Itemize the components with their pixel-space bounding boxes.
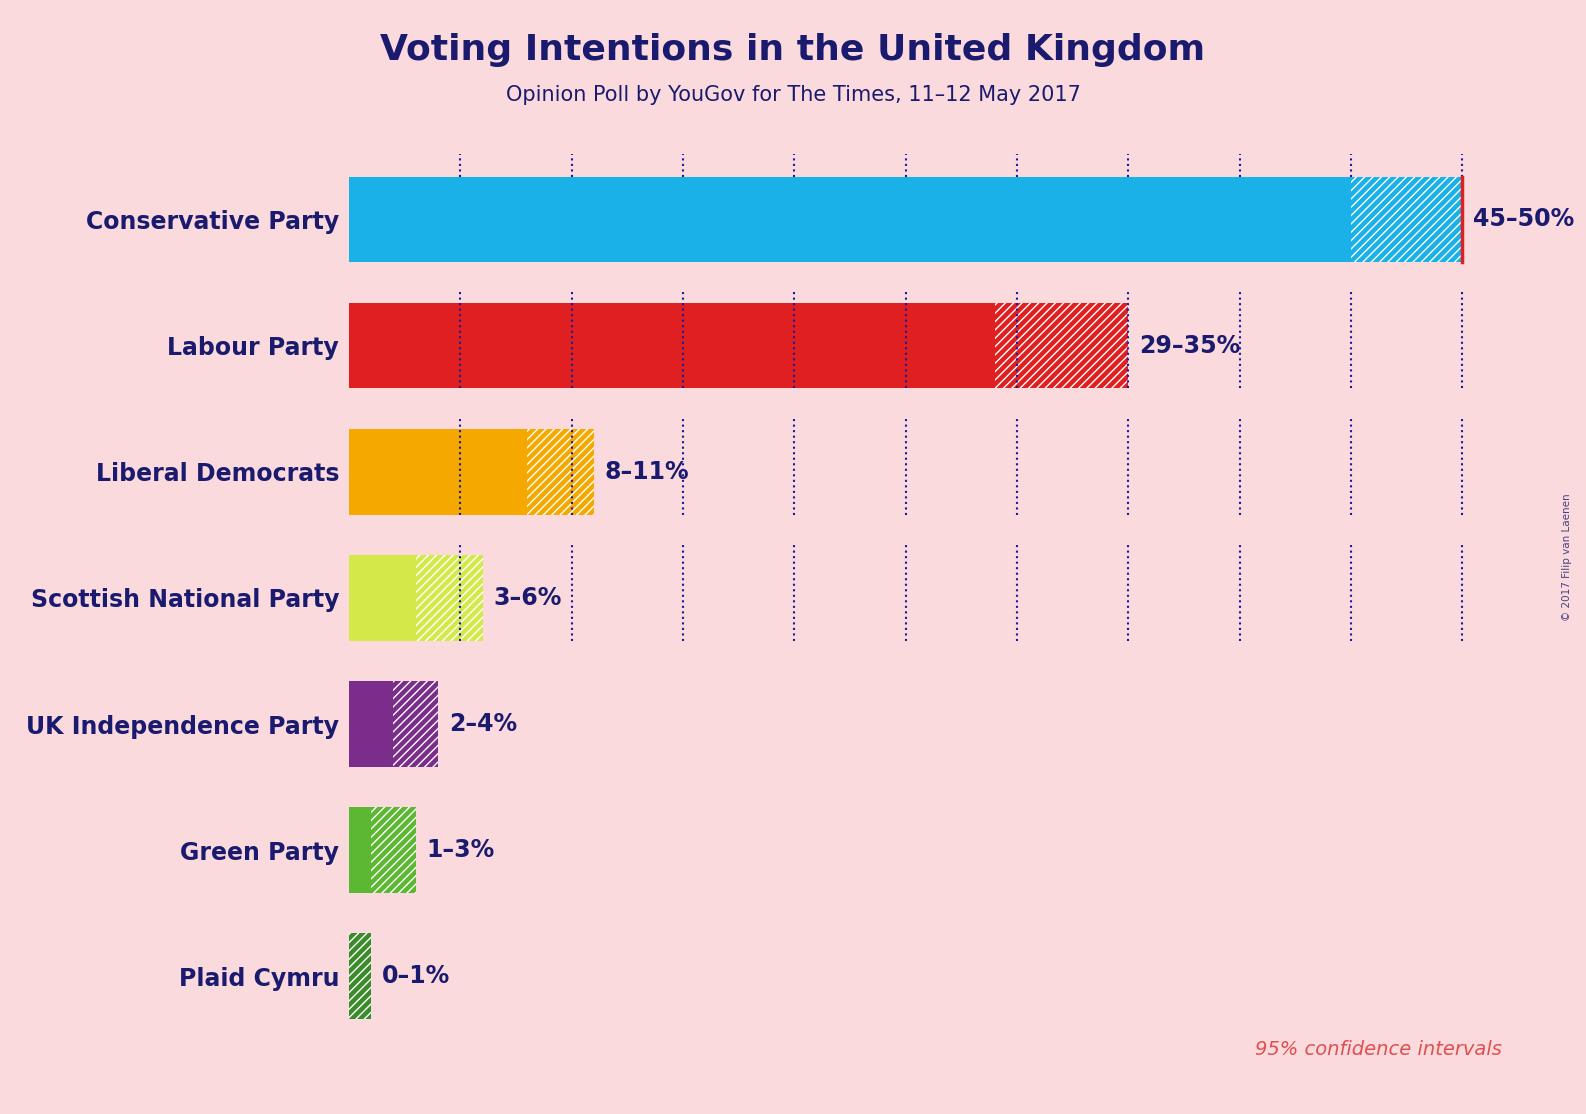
Bar bbox=[349, 303, 994, 389]
Text: © 2017 Filip van Laenen: © 2017 Filip van Laenen bbox=[1562, 494, 1572, 620]
Text: 95% confidence intervals: 95% confidence intervals bbox=[1256, 1040, 1502, 1059]
Bar bbox=[527, 429, 593, 515]
Text: Opinion Poll by YouGov for The Times, 11–12 May 2017: Opinion Poll by YouGov for The Times, 11… bbox=[506, 85, 1080, 105]
Bar bbox=[349, 681, 393, 766]
Text: 29–35%: 29–35% bbox=[1139, 333, 1240, 358]
Text: 0–1%: 0–1% bbox=[382, 965, 450, 988]
Bar bbox=[1351, 176, 1462, 262]
Bar bbox=[994, 303, 1128, 389]
Bar bbox=[349, 429, 527, 515]
Bar bbox=[349, 176, 1351, 262]
Text: Voting Intentions in the United Kingdom: Voting Intentions in the United Kingdom bbox=[381, 33, 1205, 67]
Bar bbox=[1351, 176, 1462, 262]
Text: 1–3%: 1–3% bbox=[427, 838, 495, 862]
Bar bbox=[527, 429, 593, 515]
Bar bbox=[349, 808, 371, 893]
Bar bbox=[349, 934, 371, 1019]
Text: 3–6%: 3–6% bbox=[493, 586, 561, 609]
Bar bbox=[371, 808, 416, 893]
Bar bbox=[371, 808, 416, 893]
Text: 45–50%: 45–50% bbox=[1473, 207, 1575, 232]
Bar bbox=[349, 555, 416, 641]
Bar bbox=[349, 934, 371, 1019]
Bar bbox=[393, 681, 438, 766]
Text: 8–11%: 8–11% bbox=[604, 460, 690, 483]
Bar bbox=[994, 303, 1128, 389]
Text: 2–4%: 2–4% bbox=[449, 712, 517, 736]
Bar bbox=[416, 555, 482, 641]
Bar bbox=[393, 681, 438, 766]
Bar bbox=[416, 555, 482, 641]
